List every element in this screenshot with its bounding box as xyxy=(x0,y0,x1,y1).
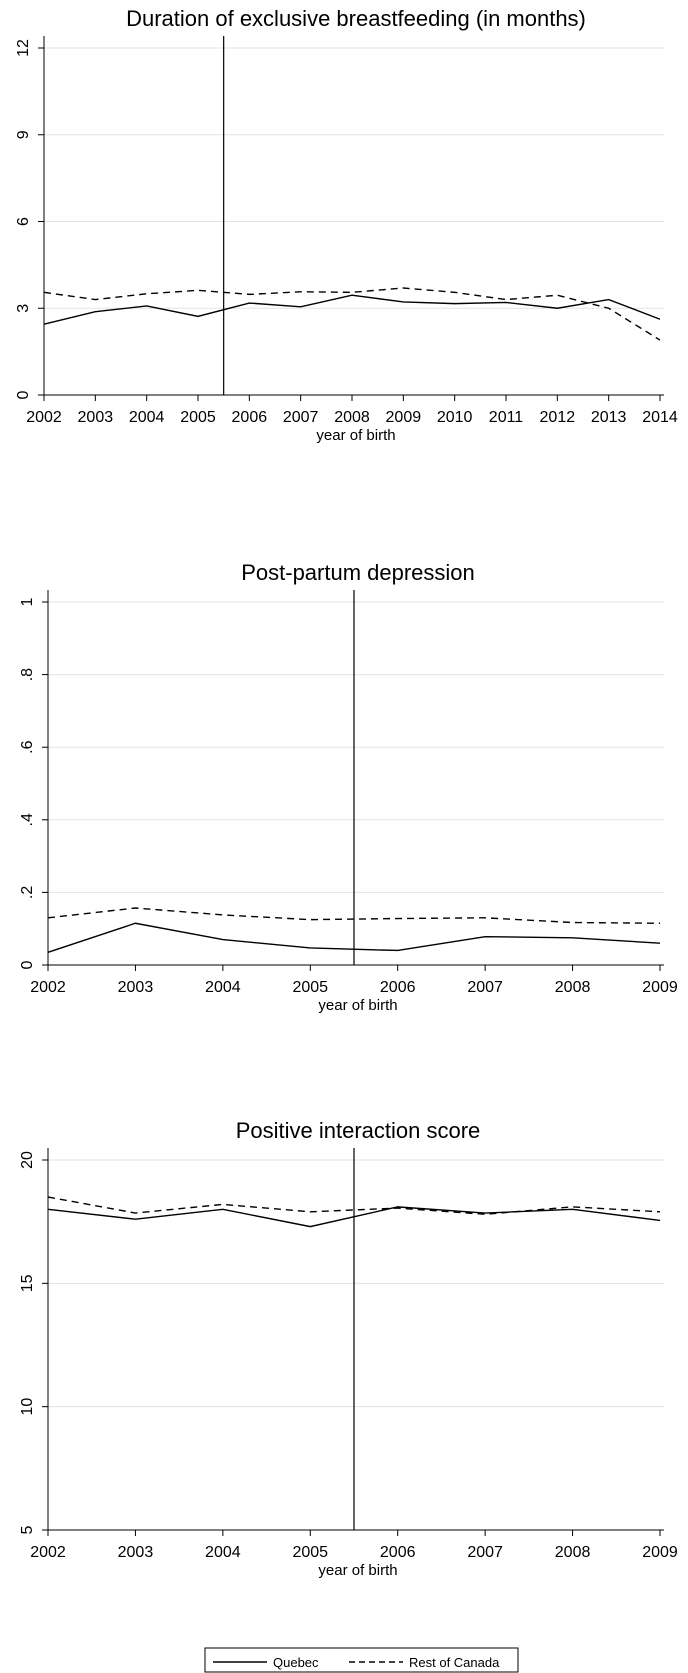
y-tick-label: 1 xyxy=(19,597,36,606)
x-tick-label: 2002 xyxy=(26,409,62,426)
x-tick-label: 2004 xyxy=(129,409,165,426)
x-tick-label: 2014 xyxy=(642,409,678,426)
x-tick-label: 2010 xyxy=(437,409,473,426)
x-tick-label: 2013 xyxy=(591,409,627,426)
x-tick-label: 2006 xyxy=(380,1544,416,1561)
x-tick-label: 2003 xyxy=(118,979,154,996)
y-tick-label: 9 xyxy=(15,130,32,139)
legend-label-rest-of-canada: Rest of Canada xyxy=(409,1655,500,1670)
panel-positive-interaction: Positive interaction score 5 10 15 20 2002 200… xyxy=(19,1118,678,1579)
x-tick-label: 2004 xyxy=(205,1544,241,1561)
chart-title: Post-partum depression xyxy=(241,560,475,585)
x-tick-label: 2008 xyxy=(334,409,370,426)
x-axis-label: year of birth xyxy=(318,997,397,1014)
y-tick-label: .2 xyxy=(19,886,36,899)
y-tick-label: .8 xyxy=(19,668,36,681)
x-tick-label: 2004 xyxy=(205,979,241,996)
y-tick-label: 0 xyxy=(15,390,32,399)
x-tick-label: 2006 xyxy=(380,979,416,996)
legend-box xyxy=(204,1647,519,1673)
x-axis-label: year of birth xyxy=(318,1562,397,1579)
chart-title: Duration of exclusive breastfeeding (in … xyxy=(126,6,586,31)
x-tick-label: 2012 xyxy=(540,409,576,426)
series-line-quebec xyxy=(47,922,661,953)
x-tick-label: 2007 xyxy=(467,979,503,996)
legend-label-quebec: Quebec xyxy=(273,1655,319,1670)
series-line-rest-of-canada xyxy=(47,907,661,924)
y-tick-label: 12 xyxy=(15,39,32,57)
x-tick-label: 2008 xyxy=(555,979,591,996)
legend: Quebec Rest of Canada xyxy=(204,1647,519,1673)
x-tick-label: 2003 xyxy=(78,409,114,426)
x-tick-label: 2008 xyxy=(555,1544,591,1561)
y-tick-label: 20 xyxy=(19,1151,36,1169)
x-tick-label: 2002 xyxy=(30,1544,66,1561)
x-tick-label: 2002 xyxy=(30,979,66,996)
x-tick-label: 2009 xyxy=(642,1544,678,1561)
y-tick-label: .4 xyxy=(19,813,36,826)
series-line-quebec xyxy=(43,294,661,325)
x-tick-label: 2005 xyxy=(180,409,216,426)
y-tick-label: 6 xyxy=(15,217,32,226)
y-tick-label: 0 xyxy=(19,960,36,969)
x-tick-label: 2009 xyxy=(642,979,678,996)
y-tick-label: 15 xyxy=(19,1274,36,1292)
x-tick-label: 2005 xyxy=(292,1544,328,1561)
x-tick-label: 2009 xyxy=(386,409,422,426)
x-tick-label: 2003 xyxy=(118,1544,154,1561)
x-tick-label: 2007 xyxy=(283,409,319,426)
chart-title: Positive interaction score xyxy=(236,1118,481,1143)
y-tick-label: 5 xyxy=(19,1525,36,1534)
y-tick-label: .6 xyxy=(19,740,36,753)
x-axis-label: year of birth xyxy=(316,427,395,444)
y-tick-label: 10 xyxy=(19,1398,36,1416)
x-tick-label: 2005 xyxy=(292,979,328,996)
x-tick-label: 2006 xyxy=(232,409,268,426)
panel-breastfeeding: Duration of exclusive breastfeeding (in … xyxy=(15,6,678,444)
x-tick-label: 2011 xyxy=(489,409,524,426)
x-tick-label: 2007 xyxy=(467,1544,503,1561)
panel-postpartum-depression: Post-partum depression 0 .2 .4 .6 .8 1 2002 2003… xyxy=(19,560,678,1014)
series-line-quebec xyxy=(47,1206,661,1228)
y-tick-label: 3 xyxy=(15,304,32,313)
